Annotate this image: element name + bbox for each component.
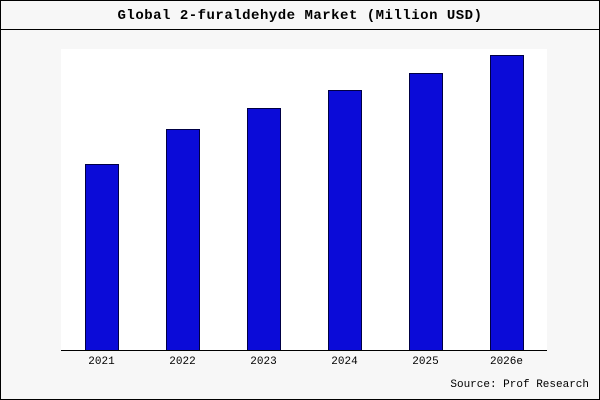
source-text: Source: Prof Research [450,379,589,391]
bar-2021 [84,164,119,350]
title-divider [1,29,599,30]
x-tick-label-2024: 2024 [331,356,358,368]
x-tick-label-2021: 2021 [88,356,115,368]
bar-2026e [489,55,524,350]
bars-container [61,49,547,351]
x-tick-label-2025: 2025 [412,356,439,368]
plot-area: 2021 2022 2023 2024 2025 2026e [61,49,547,368]
x-axis-labels: 2021 2022 2023 2024 2025 2026e [61,356,547,368]
bar-2022 [165,129,200,350]
bar-2023 [246,108,281,350]
bar-2025 [408,73,443,350]
x-tick-label-2026e: 2026e [489,356,523,368]
bar-2024 [327,90,362,350]
x-tick-label-2022: 2022 [169,356,196,368]
chart-title: Global 2-furaldehyde Market (Million USD… [117,8,483,24]
x-tick-label-2023: 2023 [250,356,277,368]
